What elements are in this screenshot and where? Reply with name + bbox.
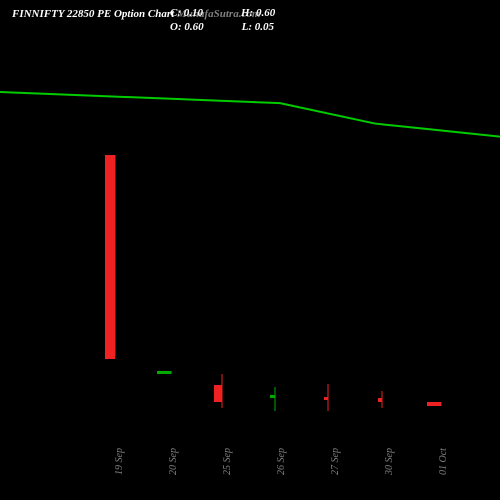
chart-area: 19 Sep 20 Sep 25 Sep 26 Sep 27 Sep 30 Sep 01 O…	[0, 0, 500, 500]
x-axis-label: 30 Sep	[384, 448, 395, 475]
x-axis-label: 25 Sep	[222, 448, 233, 475]
x-axis-label: 19 Sep	[114, 448, 125, 475]
x-axis-label: 27 Sep	[330, 448, 341, 475]
x-axis-label: 20 Sep	[168, 448, 179, 475]
candle-wick	[274, 387, 275, 411]
candle-body	[214, 385, 222, 402]
x-axis-label: 26 Sep	[276, 448, 287, 475]
candle-body	[378, 398, 382, 402]
candle-body	[324, 397, 328, 401]
candle-body	[157, 371, 171, 375]
candle-body	[427, 402, 441, 406]
x-axis-label: 01 Oct	[438, 448, 449, 475]
candle-body	[105, 155, 115, 359]
candle-body	[270, 395, 275, 399]
